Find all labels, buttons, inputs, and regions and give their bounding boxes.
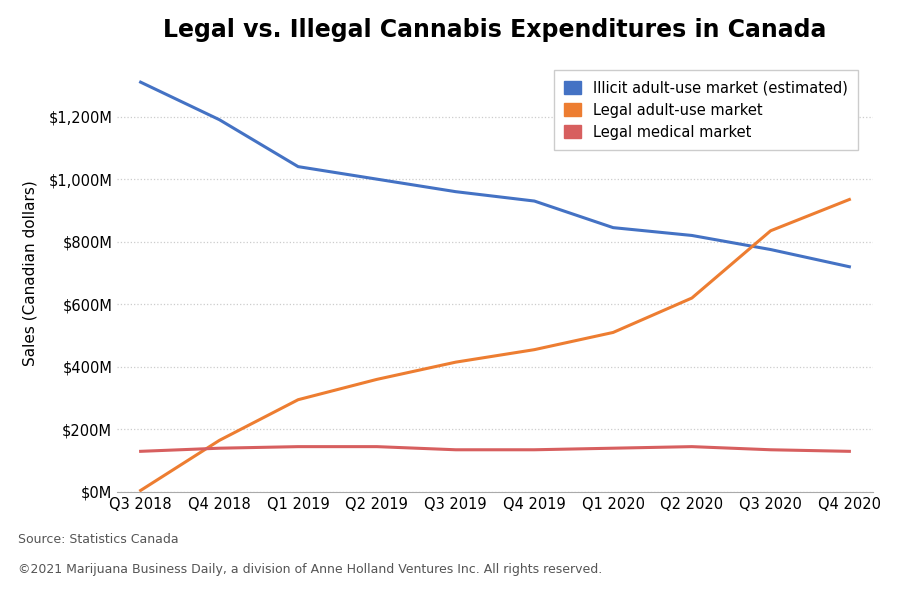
Illicit adult-use market (estimated) xyxy=(608,224,618,231)
Illicit adult-use market (estimated) xyxy=(687,232,698,239)
Legal adult-use market xyxy=(450,359,461,366)
Legal medical market xyxy=(765,446,776,454)
Legal adult-use market xyxy=(765,227,776,235)
Illicit adult-use market (estimated) xyxy=(450,188,461,195)
Legal adult-use market xyxy=(529,346,540,353)
Legal medical market xyxy=(687,443,698,450)
Legal medical market xyxy=(608,445,618,452)
Legal medical market xyxy=(135,448,146,455)
Illicit adult-use market (estimated) xyxy=(135,79,146,86)
Line: Illicit adult-use market (estimated): Illicit adult-use market (estimated) xyxy=(140,82,850,267)
Legal adult-use market xyxy=(214,437,225,444)
Legal medical market xyxy=(450,446,461,454)
Illicit adult-use market (estimated) xyxy=(844,263,855,271)
Legal medical market xyxy=(844,448,855,455)
Legal medical market xyxy=(214,445,225,452)
Legal adult-use market xyxy=(687,295,698,302)
Illicit adult-use market (estimated) xyxy=(765,246,776,253)
Illicit adult-use market (estimated) xyxy=(214,116,225,124)
Legal adult-use market xyxy=(372,376,382,383)
Line: Legal adult-use market: Legal adult-use market xyxy=(140,199,850,490)
Y-axis label: Sales (Canadian dollars): Sales (Canadian dollars) xyxy=(22,180,37,366)
Legal medical market xyxy=(372,443,382,450)
Legal adult-use market xyxy=(292,396,303,403)
Title: Legal vs. Illegal Cannabis Expenditures in Canada: Legal vs. Illegal Cannabis Expenditures … xyxy=(163,19,827,43)
Legal medical market xyxy=(529,446,540,454)
Legal adult-use market xyxy=(608,329,618,336)
Text: Source: Statistics Canada: Source: Statistics Canada xyxy=(18,533,178,546)
Legal adult-use market xyxy=(844,196,855,203)
Legend: Illicit adult-use market (estimated), Legal adult-use market, Legal medical mark: Illicit adult-use market (estimated), Le… xyxy=(554,70,858,150)
Illicit adult-use market (estimated) xyxy=(529,197,540,205)
Line: Legal medical market: Legal medical market xyxy=(140,446,850,451)
Legal adult-use market xyxy=(135,487,146,494)
Text: ©2021 Marijuana Business Daily, a division of Anne Holland Ventures Inc. All rig: ©2021 Marijuana Business Daily, a divisi… xyxy=(18,563,602,576)
Illicit adult-use market (estimated) xyxy=(372,176,382,183)
Legal medical market xyxy=(292,443,303,450)
Illicit adult-use market (estimated) xyxy=(292,163,303,170)
